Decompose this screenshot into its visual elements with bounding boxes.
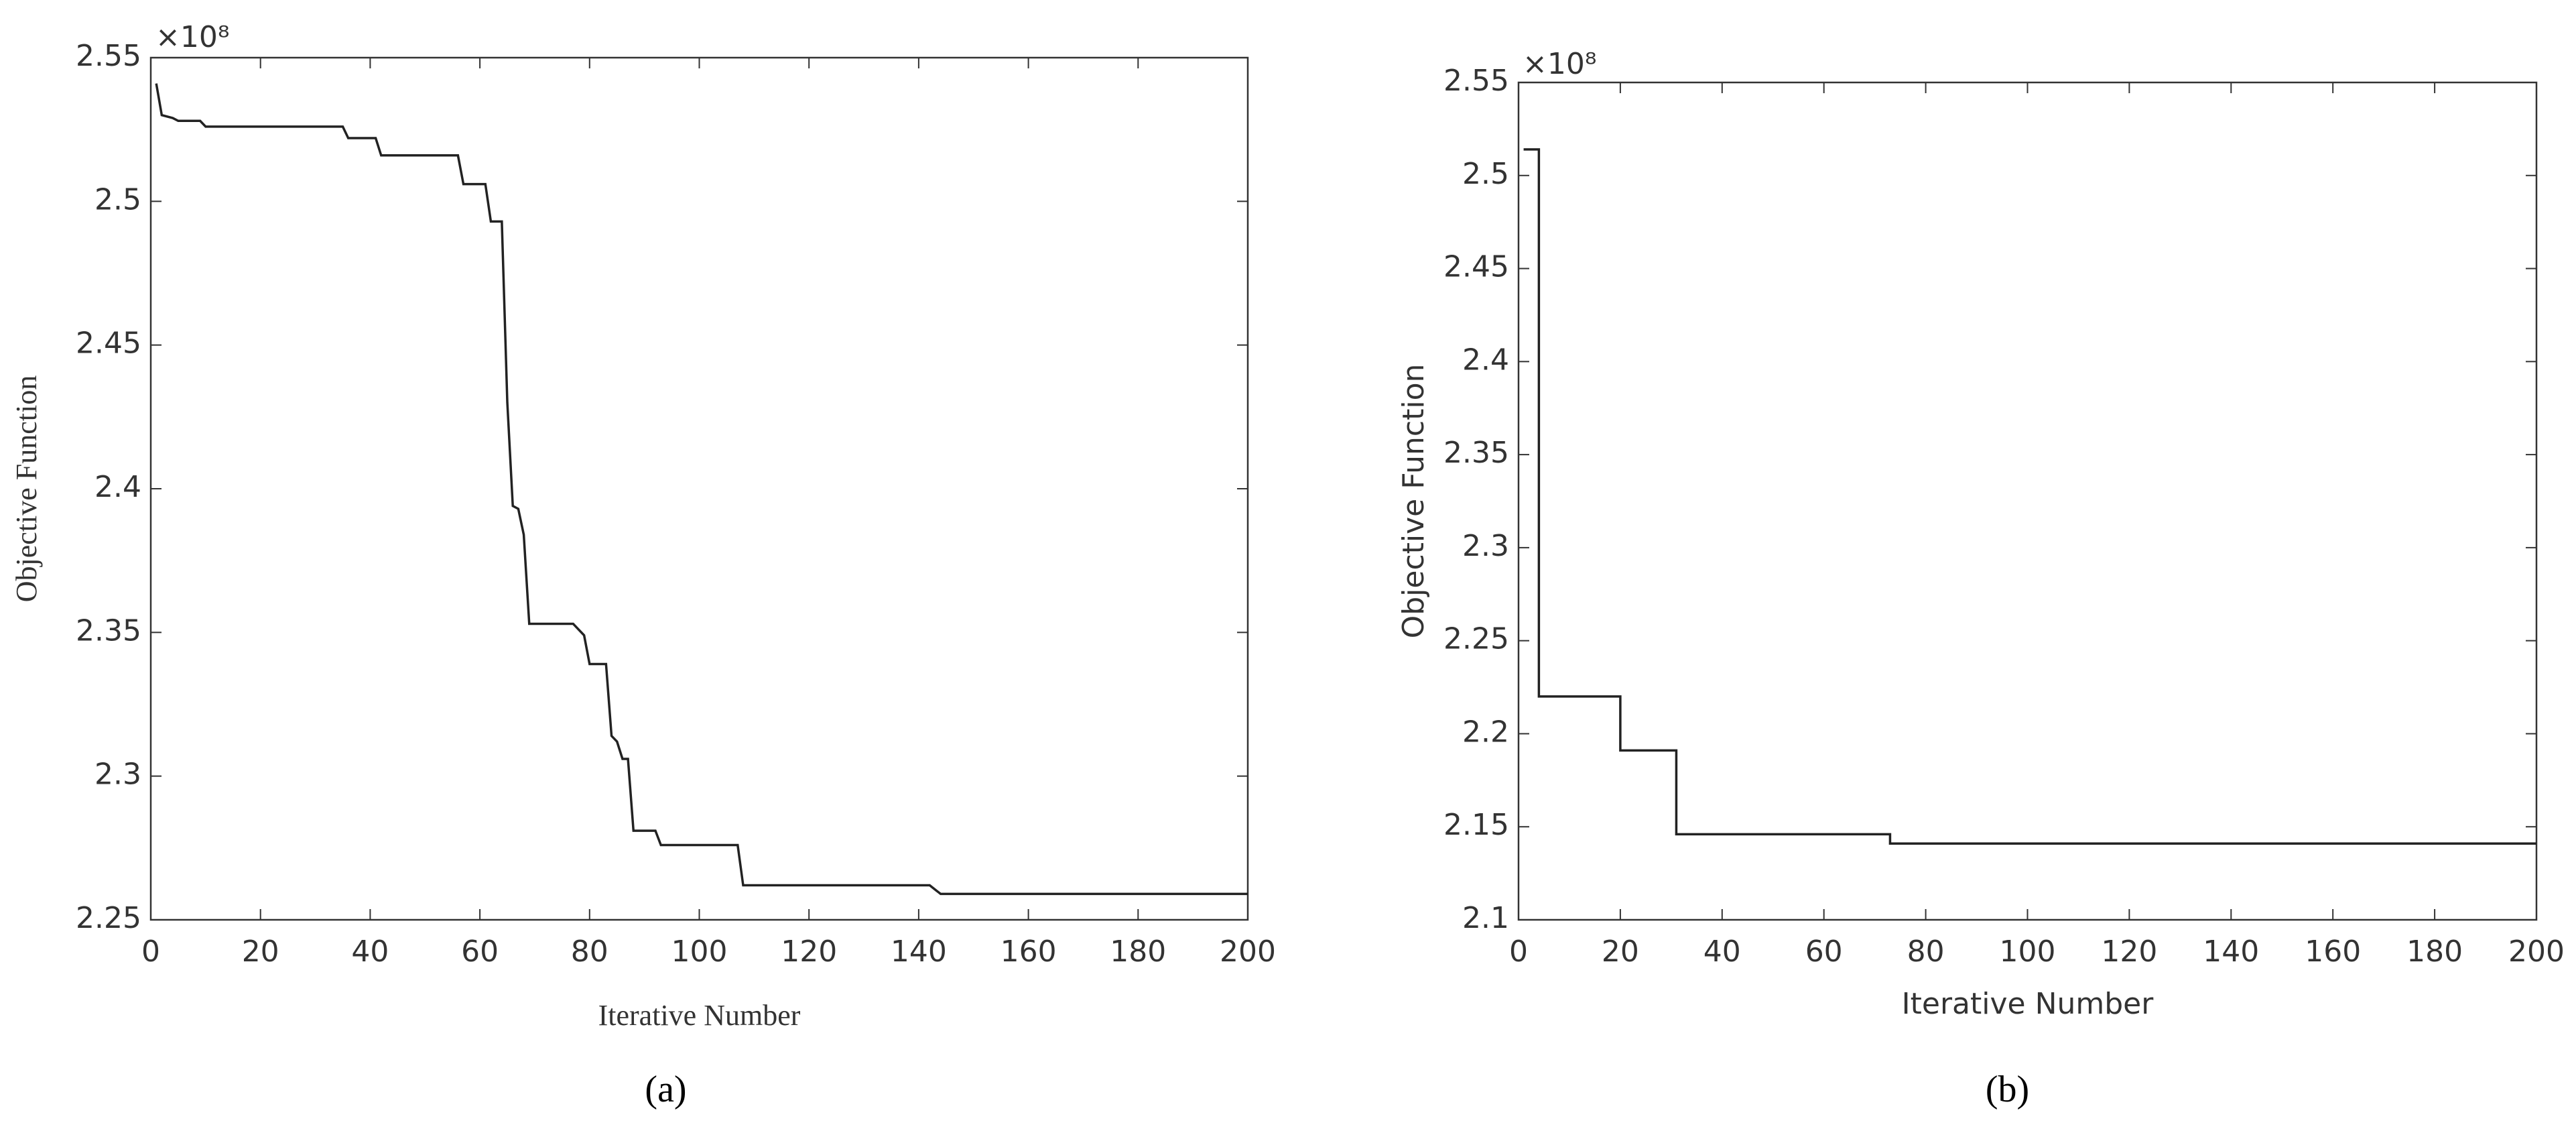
x-tick-label: 120 [781, 935, 837, 969]
x-tick-label: 0 [141, 935, 160, 969]
x-tick-label: 160 [2305, 935, 2361, 969]
x-tick-label: 60 [461, 935, 499, 969]
y-axis-label: Objective Function [10, 375, 43, 603]
y-tick-label: 2.45 [76, 326, 141, 361]
x-tick-label: 80 [1907, 935, 1945, 969]
axis-multiplier: ×10⁸ [155, 20, 230, 54]
x-tick-label: 40 [351, 935, 389, 969]
y-tick-label: 2.4 [1462, 343, 1509, 377]
x-tick-label: 20 [242, 935, 279, 969]
x-tick-label: 120 [2101, 935, 2157, 969]
x-tick-label: 140 [891, 935, 947, 969]
x-tick-label: 100 [2000, 935, 2056, 969]
y-tick-label: 2.3 [1462, 529, 1509, 563]
line-series [1523, 148, 2536, 845]
x-tick-label: 200 [1220, 935, 1276, 969]
y-tick-label: 2.55 [76, 39, 141, 73]
y-tick-label: 2.5 [1462, 157, 1509, 191]
x-tick-label: 180 [2406, 935, 2463, 969]
y-tick-label: 2.25 [76, 901, 141, 935]
y-tick-label: 2.4 [94, 470, 141, 504]
y-tick-label: 2.35 [1443, 436, 1509, 470]
y-tick-label: 2.45 [1443, 250, 1509, 284]
x-tick-label: 60 [1805, 935, 1843, 969]
line-series [155, 83, 1248, 896]
plot-frame [149, 56, 1249, 921]
y-tick-label: 2.35 [76, 613, 141, 648]
y-axis-label: Objective Function [1397, 364, 1431, 639]
y-tick-label: 2.1 [1462, 901, 1509, 935]
x-tick-label: 100 [671, 935, 728, 969]
axis-multiplier: ×10⁸ [1523, 47, 1597, 81]
panel-label: (b) [1986, 1069, 2029, 1110]
x-axis-label: Iterative Number [598, 999, 801, 1032]
x-axis-label: Iterative Number [1902, 987, 2154, 1021]
x-tick-label: 0 [1509, 935, 1528, 969]
x-tick-label: 80 [571, 935, 608, 969]
y-tick-label: 2.3 [94, 758, 141, 792]
x-tick-label: 180 [1110, 935, 1166, 969]
x-tick-label: 200 [2508, 935, 2565, 969]
x-tick-label: 40 [1703, 935, 1741, 969]
x-tick-label: 160 [1001, 935, 1057, 969]
panel-label: (a) [645, 1069, 686, 1110]
y-tick-label: 2.2 [1462, 715, 1509, 749]
y-tick-label: 2.15 [1443, 808, 1509, 842]
y-tick-label: 2.25 [1443, 622, 1509, 656]
plot-frame [1517, 81, 2538, 921]
x-tick-label: 140 [2203, 935, 2259, 969]
x-tick-label: 20 [1602, 935, 1639, 969]
y-tick-label: 2.55 [1443, 64, 1509, 98]
y-tick-label: 2.5 [94, 182, 141, 217]
